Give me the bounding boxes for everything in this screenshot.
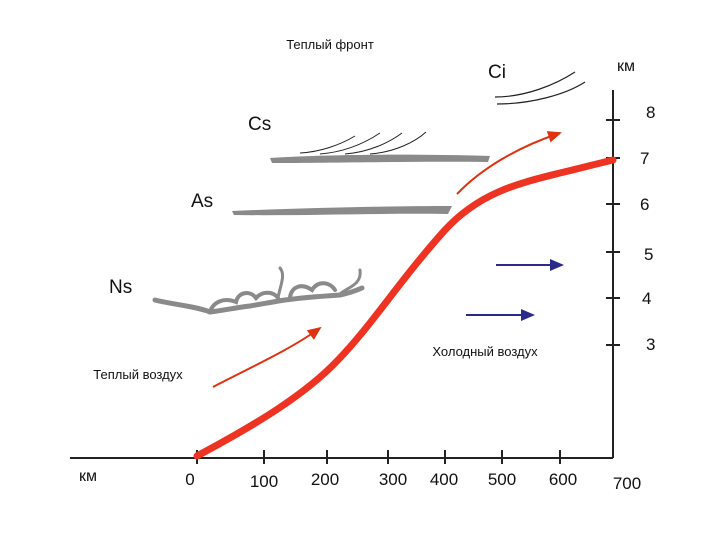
x-tick-label-400: 400 [430, 470, 458, 489]
cirrostratus-streak-2 [319, 132, 381, 155]
nimbostratus-puff-4 [338, 268, 362, 296]
x-tick-label-700: 700 [613, 474, 641, 493]
y-tick-label-7: 7 [640, 149, 649, 168]
nimbostratus-base [152, 285, 365, 315]
y-tick-label-3: 3 [646, 335, 655, 354]
y-tick-label-4: 4 [642, 289, 651, 308]
cirrostratus-streak-4 [369, 131, 427, 155]
nimbostratus-puff-1 [208, 290, 280, 314]
x-tick-label-500: 500 [488, 470, 516, 489]
warm-air-arrow-lower [212, 326, 322, 388]
diagram-title: Теплый фронт [286, 37, 374, 52]
warm-air-label: Теплый воздух [93, 367, 183, 382]
nimbostratus-puff-3 [288, 281, 337, 299]
cirrus-cloud [494, 71, 586, 105]
cloud-label-cs: Cs [248, 114, 271, 135]
x-tick-label-200: 200 [311, 470, 339, 489]
cloud-label-ci: Ci [488, 62, 506, 83]
cirrus-streak-1 [494, 71, 576, 98]
y-axis-unit-label: км [617, 58, 635, 75]
cirrostratus-streak-1 [299, 135, 356, 154]
x-tick-label-0: 0 [185, 470, 194, 489]
cloud-label-as: As [191, 191, 213, 212]
y-axis-tick-labels: 8 7 6 5 4 3 [640, 103, 655, 354]
x-axis-tick-labels: 0 100 200 300 400 500 600 700 [185, 470, 641, 493]
warm-air-arrow-upper [456, 131, 562, 195]
nimbostratus-puff-2 [276, 266, 285, 300]
cirrostratus-cloud [270, 131, 490, 163]
y-tick-label-6: 6 [640, 195, 649, 214]
cloud-label-ns: Ns [109, 277, 132, 298]
nimbostratus-cloud [152, 266, 365, 315]
x-tick-label-600: 600 [549, 470, 577, 489]
x-tick-label-100: 100 [250, 472, 278, 491]
cirrus-streak-2 [496, 81, 586, 105]
y-tick-label-8: 8 [646, 103, 655, 122]
y-tick-label-5: 5 [644, 245, 653, 264]
cirrostratus-layer [270, 154, 490, 163]
x-tick-label-300: 300 [379, 470, 407, 489]
frontal-surface-line [193, 156, 617, 460]
cold-air-label: Холодный воздух [432, 344, 538, 359]
cirrostratus-streak-3 [344, 132, 403, 155]
x-axis-unit-label: км [79, 468, 97, 485]
altostratus-cloud [232, 206, 452, 216]
